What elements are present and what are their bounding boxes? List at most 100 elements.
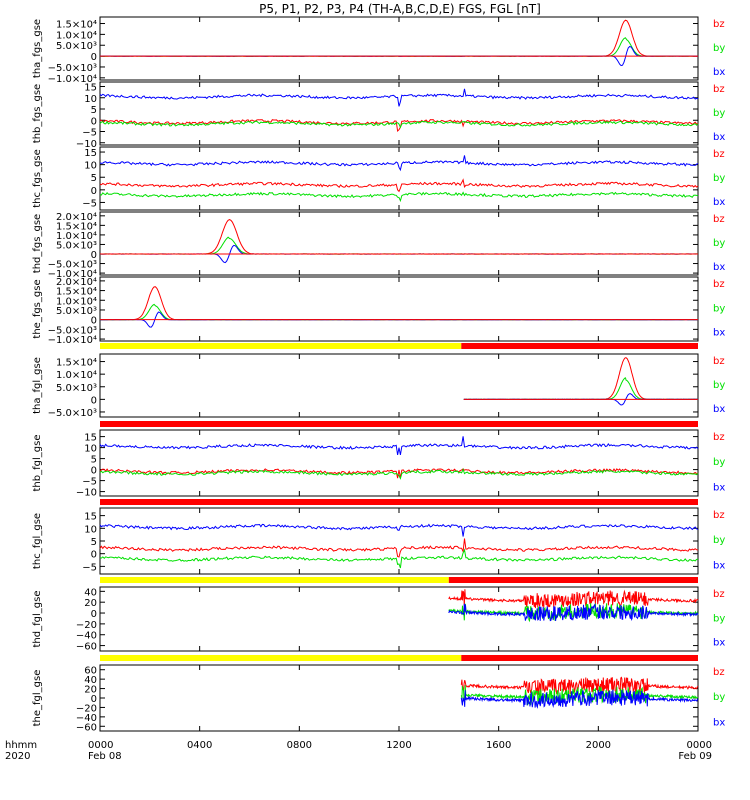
legend-bx: bx [713, 717, 725, 728]
legend-bx: bx [713, 638, 725, 649]
y-tick-label: 15 [84, 512, 97, 523]
trace-by [99, 468, 699, 480]
y-tick-label: 5 [91, 173, 97, 184]
y-tick-label: −10 [76, 139, 97, 150]
panel-frame [99, 276, 699, 342]
legend-bz: bz [713, 510, 725, 521]
y-tick-label: 10 [84, 161, 97, 172]
trace-bx [99, 436, 699, 455]
y-tick-label: −5 [82, 128, 97, 139]
y-axis-label: thd_fgl_gse [32, 591, 43, 648]
x-tick-label: 1200 [386, 740, 411, 751]
y-tick-label: 0 [91, 550, 97, 561]
legend-bz: bz [713, 667, 725, 678]
mode-bar-segment [448, 577, 698, 583]
y-tick-label: 5.0×10³ [56, 41, 97, 52]
y-tick-label: 0 [91, 250, 97, 261]
y-tick-label: 1.0×10⁴ [56, 296, 97, 307]
y-tick-label: 5.0×10³ [56, 383, 97, 394]
trace-bz [99, 19, 699, 57]
y-tick-label: −10 [76, 488, 97, 499]
panel-frame [99, 81, 699, 146]
panel-frame [99, 429, 699, 497]
y-tick-label: 15 [84, 148, 97, 159]
y-tick-label: −5 [82, 562, 97, 573]
trace-bx [448, 603, 699, 622]
y-tick-label: −5.0×10³ [48, 63, 97, 74]
y-tick-label: 1.0×10⁴ [56, 370, 97, 381]
legend-bx: bx [713, 404, 725, 415]
legend-by: by [713, 303, 725, 314]
y-tick-label: 1.5×10⁴ [56, 20, 97, 31]
legend-bx: bx [713, 67, 725, 78]
y-tick-label: 1.5×10⁴ [56, 358, 97, 369]
trace-bx [99, 523, 699, 537]
y-tick-label: −1.0×10⁴ [48, 74, 97, 85]
y-tick-label: 40 [84, 587, 97, 598]
panel-thc_fgs_gse: 15 105 0−5 thc_fgs_gse bz by bx [32, 146, 725, 211]
figure-title: P5, P1, P2, P3, P4 (TH-A,B,C,D,E) FGS, F… [259, 2, 541, 16]
legend-bz: bz [713, 84, 725, 95]
legend-bx: bx [713, 262, 725, 273]
trace-bz [460, 676, 699, 696]
date-label-end: Feb 09 [678, 751, 712, 762]
y-tick-label: 1.5×10⁴ [56, 287, 97, 298]
y-tick-label: 10 [84, 94, 97, 105]
legend-bx: bx [713, 560, 725, 571]
x-tick-label: 0000 [687, 740, 712, 751]
legend-bx: bx [713, 328, 725, 339]
legend-by: by [713, 457, 725, 468]
legend-by: by [713, 108, 725, 119]
trace-bz [99, 178, 699, 193]
y-tick-label: 1.0×10⁴ [56, 231, 97, 242]
legend-bx: bx [713, 197, 725, 208]
date-label-start: Feb 08 [88, 751, 122, 762]
x-tick-label: 0400 [187, 740, 212, 751]
y-tick-label: 5.0×10³ [56, 240, 97, 251]
y-tick-label: 1.5×10⁴ [56, 221, 97, 232]
y-tick-label: −1.0×10⁴ [48, 269, 97, 280]
bottom-label-hhmm: hhmm [5, 740, 37, 751]
y-tick-label: 0 [91, 609, 97, 620]
y-tick-label: 20 [84, 685, 97, 696]
y-tick-label: 60 [84, 666, 97, 677]
trace-by [99, 120, 699, 129]
legend-by: by [713, 692, 725, 703]
panel-frame [99, 211, 699, 276]
y-tick-label: −5.0×10³ [48, 325, 97, 336]
y-axis-label: thd_fgs_gse [32, 214, 43, 273]
y-tick-label: −1.0×10⁴ [48, 335, 97, 346]
panels: 1.5×10⁴1.0×10⁴5.0×10³0−5.0×10³−1.0×10⁴th… [32, 16, 725, 733]
trace-bz [463, 357, 699, 401]
y-tick-label: 0 [91, 395, 97, 406]
mode-bar-segment [100, 421, 698, 427]
mode-bar-segment [100, 577, 449, 583]
trace-by [99, 37, 699, 57]
legend-bz: bz [713, 589, 725, 600]
legend-bz: bz [713, 279, 725, 290]
y-tick-label: −20 [76, 620, 97, 631]
legend-bz: bz [713, 19, 725, 30]
y-tick-label: 5 [91, 537, 97, 548]
legend-bx: bx [713, 482, 725, 493]
mode-bar-segment [461, 343, 698, 349]
y-axis-label: thb_fgl_gse [32, 435, 43, 492]
y-tick-label: −5.0×10³ [48, 260, 97, 271]
y-tick-label: 20 [84, 598, 97, 609]
legend-by: by [713, 238, 725, 249]
y-tick-label: −5 [82, 477, 97, 488]
trace-bx [99, 155, 699, 172]
trace-by [99, 303, 698, 321]
y-tick-label: −60 [76, 642, 97, 653]
y-tick-label: 0 [91, 116, 97, 127]
legend-by: by [713, 380, 725, 391]
legend-by: by [713, 613, 725, 624]
y-tick-label: 0 [91, 316, 97, 327]
